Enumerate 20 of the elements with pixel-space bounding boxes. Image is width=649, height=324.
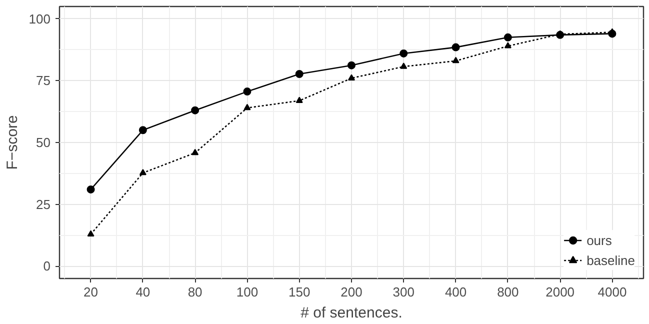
- x-tick-label: 200: [340, 284, 362, 300]
- legend-label: ours: [586, 232, 612, 248]
- x-tick-label: 2000: [546, 284, 575, 300]
- y-tick-label: 75: [36, 73, 51, 88]
- x-tick-label: 20: [84, 284, 98, 300]
- x-tick-label: 4000: [598, 284, 627, 300]
- y-tick-label: 25: [36, 196, 51, 212]
- x-tick-label: 800: [497, 284, 519, 300]
- legend-label: baseline: [586, 252, 635, 268]
- y-axis-title: F−score: [4, 115, 21, 170]
- x-tick-label: 100: [236, 284, 258, 300]
- x-tick-label: 300: [392, 284, 414, 300]
- x-tick-label: 400: [444, 284, 467, 300]
- y-tick-label: 50: [36, 135, 51, 150]
- y-tick-label: 100: [28, 11, 51, 26]
- x-axis-title: # of sentences.: [300, 304, 402, 322]
- x-tick-label: 80: [188, 284, 202, 300]
- x-tick-label: 150: [288, 284, 310, 300]
- y-tick-label: 0: [43, 258, 51, 274]
- x-tick-label: 40: [136, 284, 150, 300]
